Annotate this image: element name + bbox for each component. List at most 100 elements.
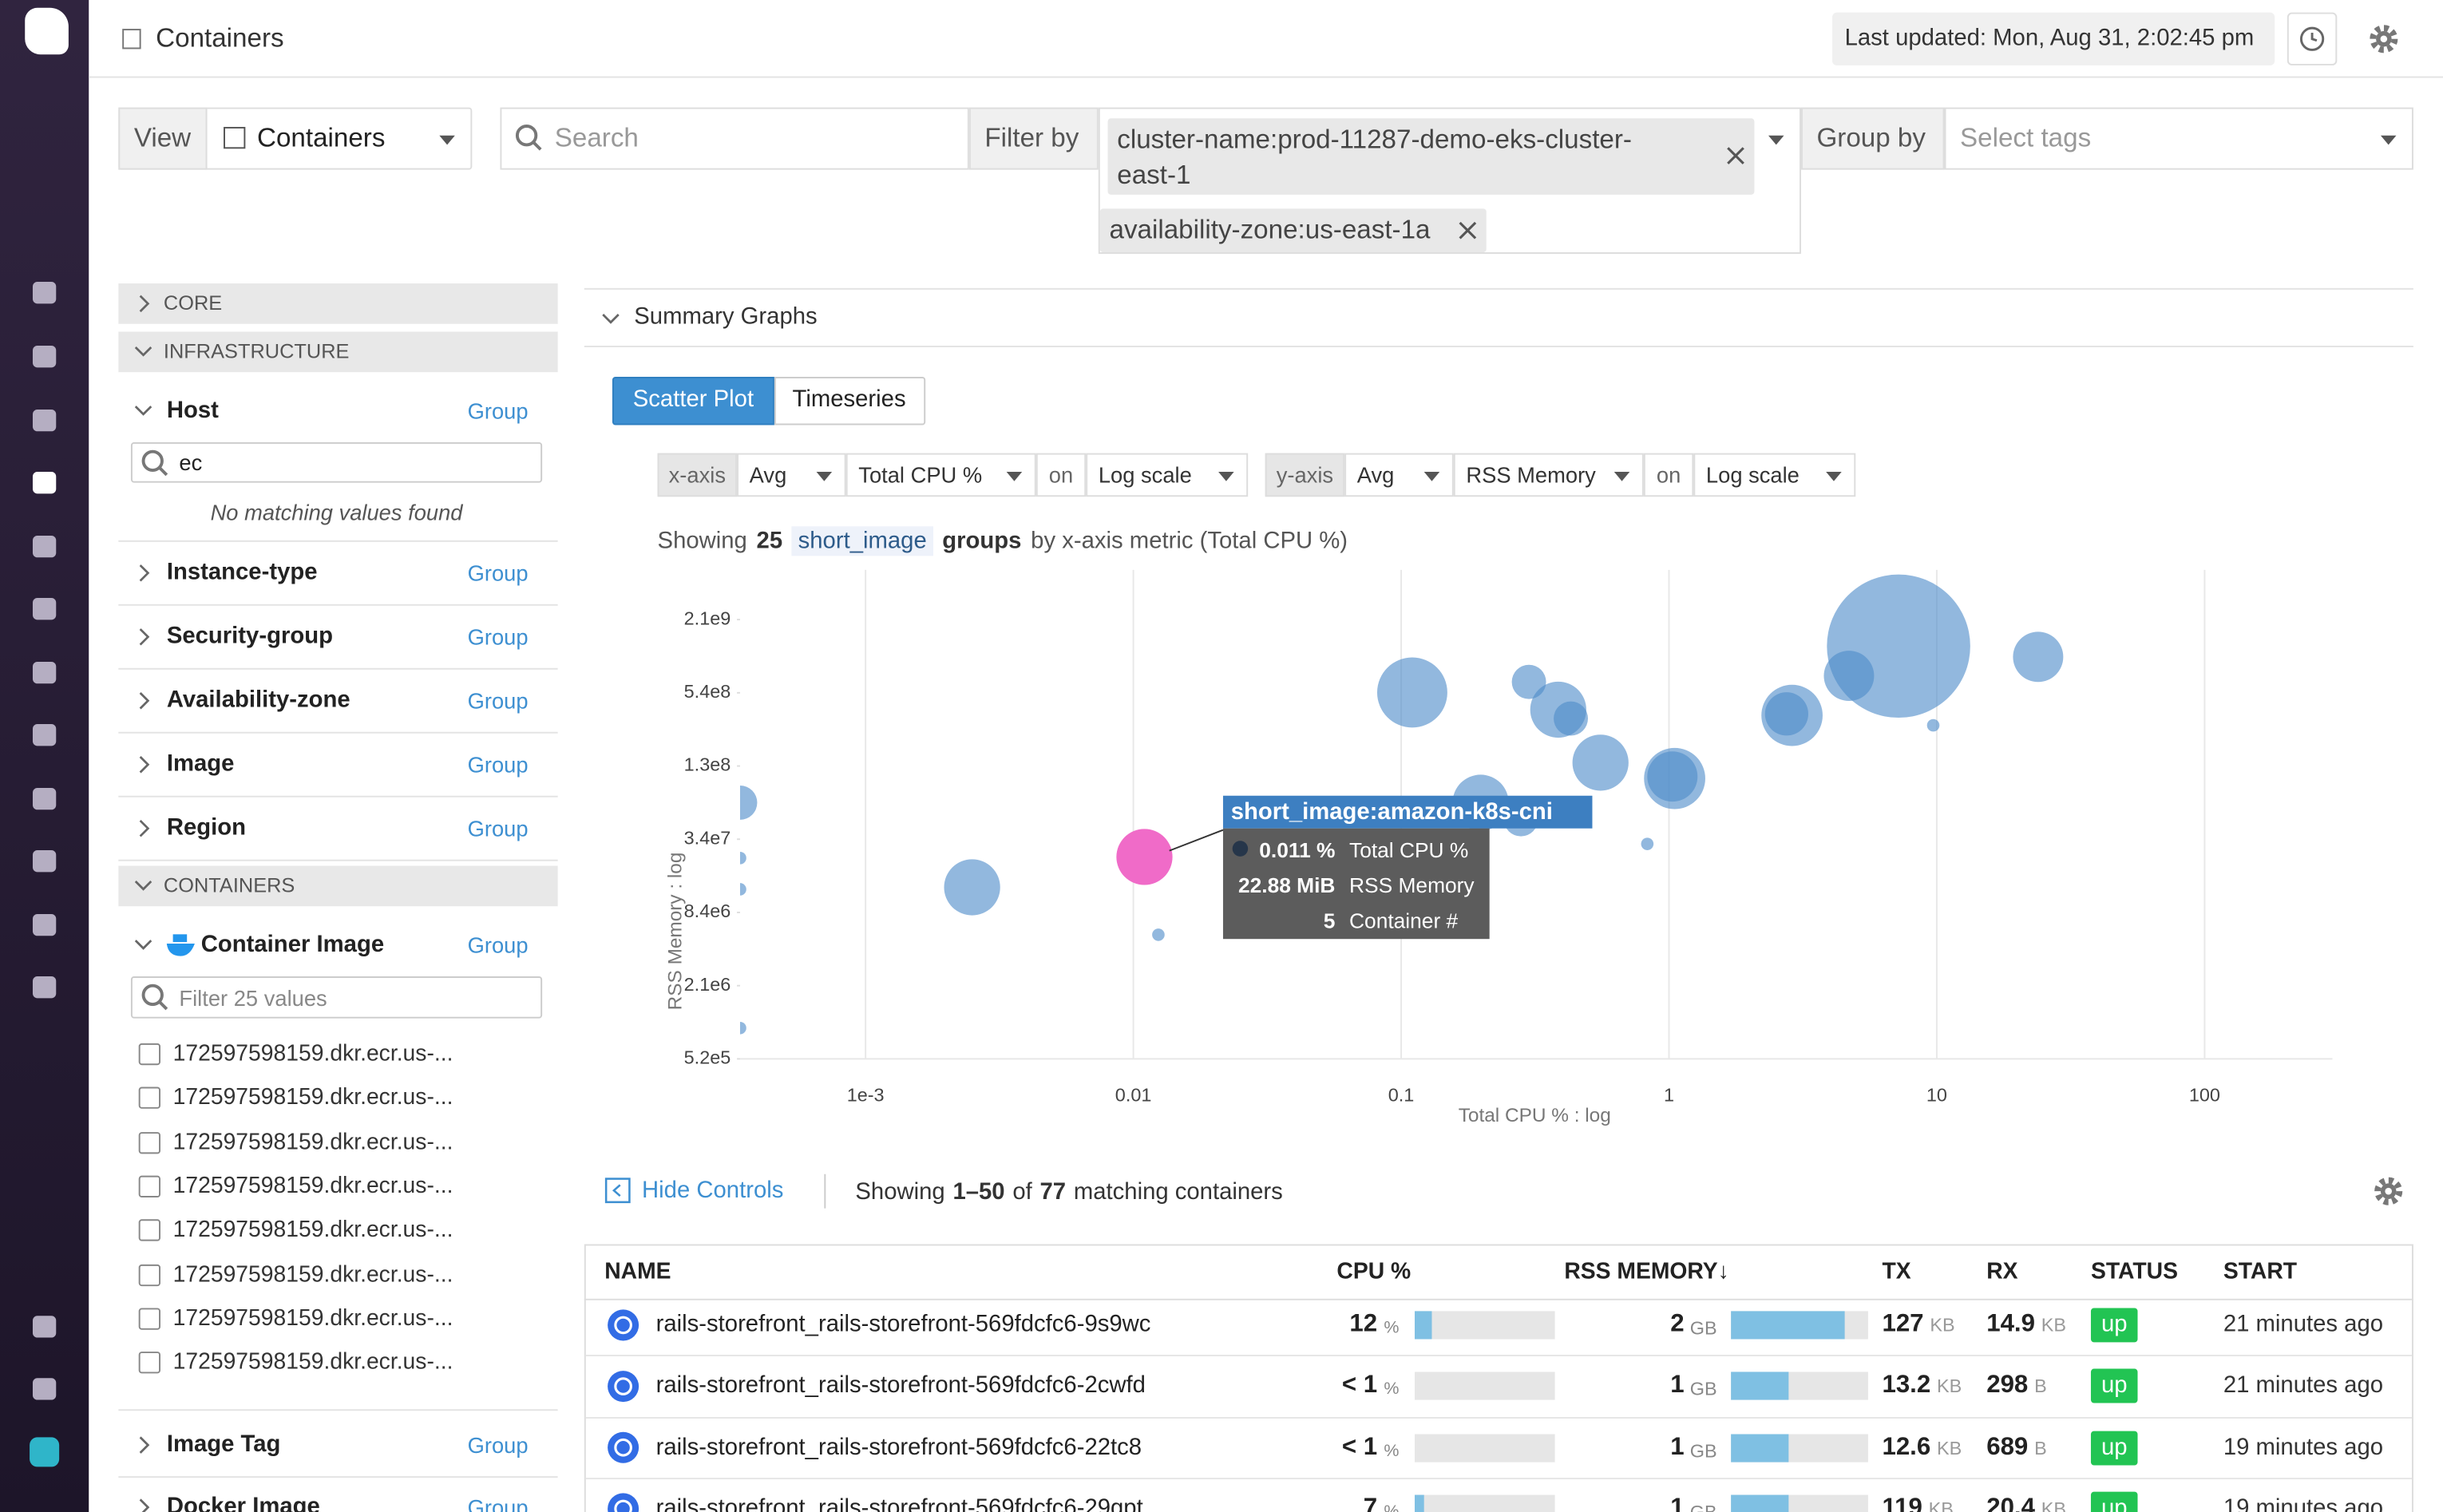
- tooltip-label: Container #: [1349, 908, 1459, 932]
- nav-icon[interactable]: [32, 724, 57, 746]
- mem-unit: GB: [1689, 1439, 1717, 1462]
- nav-icon[interactable]: [32, 976, 57, 999]
- group-link[interactable]: Group: [467, 1432, 529, 1458]
- mem-value: 2: [1670, 1311, 1685, 1338]
- column-header[interactable]: CPU %: [1336, 1260, 1412, 1285]
- control-box[interactable]: [737, 453, 846, 497]
- tx-cell: 119 KB: [1882, 1491, 1953, 1512]
- column-header[interactable]: START: [2223, 1260, 2298, 1285]
- nav-icon[interactable]: [32, 787, 57, 810]
- checkbox[interactable]: [138, 1308, 161, 1330]
- hide-controls[interactable]: Hide Controls: [642, 1177, 784, 1204]
- nav-icon[interactable]: [32, 472, 57, 494]
- section-header[interactable]: [118, 865, 558, 907]
- checkbox[interactable]: [138, 1175, 161, 1197]
- control-box[interactable]: [1344, 453, 1454, 497]
- facet-title[interactable]: Security-group: [166, 623, 334, 650]
- point: [739, 852, 746, 865]
- facet-filter[interactable]: [130, 976, 543, 1019]
- status-badge: [2090, 1491, 2138, 1512]
- facet-title[interactable]: Container Image: [200, 931, 385, 958]
- checkbox[interactable]: [138, 1043, 161, 1066]
- nav-icon[interactable]: [32, 661, 57, 684]
- facet-title[interactable]: Availability-zone: [166, 687, 350, 714]
- gear-icon: [2380, 35, 2388, 43]
- tab-label: Scatter Plot: [632, 386, 754, 413]
- cpu-bar-bg: [1414, 1494, 1555, 1512]
- facet-title[interactable]: Region: [166, 814, 247, 841]
- control-box[interactable]: [1086, 453, 1249, 497]
- nav-icon[interactable]: [32, 409, 57, 432]
- checkbox[interactable]: [138, 1219, 161, 1241]
- tab[interactable]: [774, 377, 926, 425]
- group-select[interactable]: [1944, 107, 2413, 170]
- chevron-icon: [139, 1436, 150, 1454]
- group-link[interactable]: Group: [467, 932, 529, 958]
- group-link[interactable]: Group: [467, 688, 529, 714]
- showing-text: by x-axis metric (Total CPU %): [1031, 527, 1348, 554]
- group-link[interactable]: Group: [467, 624, 529, 650]
- facet-title[interactable]: Instance-type: [166, 559, 318, 586]
- nav-icon[interactable]: [32, 282, 57, 304]
- mem-value: 1: [1670, 1433, 1685, 1460]
- nav-icon[interactable]: [32, 346, 57, 368]
- nav-icon-active[interactable]: [30, 1437, 60, 1467]
- facet-title[interactable]: Docker Image: [166, 1493, 320, 1512]
- checkbox[interactable]: [138, 1131, 161, 1154]
- point: [1764, 692, 1808, 736]
- nav-icon[interactable]: [32, 535, 57, 558]
- container-name[interactable]: rails-storefront_rails-storefront-569fdc…: [655, 1311, 1151, 1338]
- tab-active[interactable]: [612, 377, 774, 425]
- column-header[interactable]: RSS MEMORY↓: [1564, 1260, 1729, 1285]
- facet-title[interactable]: Image Tag: [166, 1431, 281, 1458]
- nav-icon[interactable]: [32, 1316, 57, 1338]
- chevron-icon: [139, 1498, 150, 1512]
- control-scale: Log scale: [1098, 462, 1192, 488]
- group-link[interactable]: Group: [467, 398, 529, 424]
- section-title[interactable]: Summary Graphs: [634, 303, 818, 331]
- facet-search[interactable]: [130, 441, 543, 483]
- x-tick-label: 1: [1664, 1084, 1674, 1105]
- checkbox[interactable]: [138, 1352, 161, 1374]
- control-box[interactable]: [845, 453, 1036, 497]
- facet-title[interactable]: Image: [166, 750, 235, 778]
- checkbox[interactable]: [138, 1087, 161, 1110]
- point: [1503, 802, 1538, 837]
- divider: [118, 795, 558, 798]
- control-metric: Total CPU %: [858, 462, 983, 488]
- column-header[interactable]: STATUS: [2090, 1260, 2178, 1285]
- column-header[interactable]: RX: [1986, 1260, 2018, 1285]
- tooltip-value: 0.011 %: [1259, 838, 1335, 862]
- tx-cell: 13.2 KB: [1882, 1369, 1962, 1403]
- checkbox[interactable]: [138, 1263, 161, 1286]
- showing-count: 25: [756, 527, 783, 554]
- rx-unit: KB: [2041, 1498, 2067, 1512]
- group-link[interactable]: Group: [467, 752, 529, 778]
- column-header[interactable]: NAME: [604, 1260, 671, 1285]
- facet-value: 172597598159.dkr.ecr.us-...: [172, 1174, 453, 1199]
- section-header[interactable]: [118, 331, 558, 373]
- group-link[interactable]: Group: [467, 560, 529, 586]
- group-link[interactable]: Group: [467, 816, 529, 841]
- clock-button[interactable]: [2287, 12, 2338, 65]
- view-label-bg: [118, 107, 208, 170]
- container-name[interactable]: rails-storefront_rails-storefront-569fdc…: [655, 1433, 1142, 1460]
- nav-icon[interactable]: [32, 913, 57, 936]
- nav-icon[interactable]: [32, 1378, 57, 1400]
- search-box[interactable]: [500, 107, 969, 170]
- nav-icon[interactable]: [32, 598, 57, 620]
- container-name[interactable]: rails-storefront_rails-storefront-569fdc…: [655, 1494, 1143, 1512]
- hide-icon: [612, 1184, 621, 1197]
- control-box[interactable]: [1693, 453, 1856, 497]
- container-name[interactable]: rails-storefront_rails-storefront-569fdc…: [655, 1372, 1146, 1399]
- group-link[interactable]: Group: [467, 1494, 529, 1512]
- nav-icon[interactable]: [32, 850, 57, 873]
- nav-rail: [0, 0, 89, 1512]
- facet-title[interactable]: Host: [166, 397, 219, 424]
- divider: [118, 604, 558, 606]
- rx-unit: KB: [2041, 1314, 2067, 1336]
- showing-line: Showing 25 short_image groups by x-axis metr…: [658, 523, 1348, 557]
- control-box[interactable]: [1453, 453, 1644, 497]
- column-header[interactable]: TX: [1882, 1260, 1911, 1285]
- section-header[interactable]: [118, 283, 558, 324]
